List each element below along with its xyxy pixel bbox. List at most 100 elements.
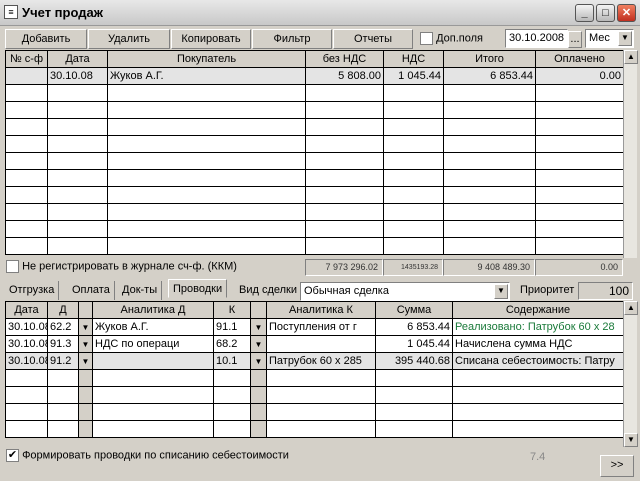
chevron-down-icon[interactable]: ▼: [494, 284, 508, 299]
more-button[interactable]: >>: [600, 455, 634, 477]
table-cell[interactable]: Жуков А.Г.: [92, 318, 214, 336]
table-row[interactable]: 30.10.08 62.2 ▼ Жуков А.Г. 91.1 ▼ Поступления …: [5, 318, 624, 336]
column-header[interactable]: без НДС: [305, 50, 384, 68]
table-cell[interactable]: [5, 369, 48, 387]
chevron-down-icon[interactable]: ▼: [250, 352, 267, 370]
checkbox-box[interactable]: ✔: [6, 449, 19, 462]
table-row[interactable]: 30.10.08 Жуков А.Г. 5 808.00 1 045.44 6 853.…: [5, 67, 624, 85]
table-row[interactable]: [5, 369, 624, 387]
chevron-down-icon[interactable]: ▼: [78, 335, 93, 353]
table-cell[interactable]: [266, 369, 376, 387]
table-cell[interactable]: 68.2: [213, 335, 251, 353]
table-cell[interactable]: [375, 369, 453, 387]
table-cell[interactable]: [47, 369, 79, 387]
tab-entries[interactable]: Проводки: [168, 279, 228, 298]
tab-documents[interactable]: Док-ты: [118, 281, 163, 300]
chevron-down-icon[interactable]: ▼: [78, 318, 93, 336]
table-cell[interactable]: [213, 420, 251, 438]
checkbox-box[interactable]: [6, 260, 19, 273]
table-cell[interactable]: [266, 335, 376, 353]
table-cell[interactable]: 30.10.08: [5, 352, 48, 370]
table-cell[interactable]: [266, 420, 376, 438]
table-cell[interactable]: [5, 420, 48, 438]
column-header[interactable]: Аналитика Д: [92, 301, 214, 319]
table-cell[interactable]: 30.10.08: [5, 318, 48, 336]
table-cell[interactable]: [375, 386, 453, 404]
chevron-down-icon[interactable]: ▼: [78, 352, 93, 370]
column-header[interactable]: Дата: [47, 50, 108, 68]
table-cell[interactable]: [47, 403, 79, 421]
table-cell[interactable]: 6 853.44: [375, 318, 453, 336]
table-row[interactable]: [5, 237, 624, 255]
close-button[interactable]: ✕: [617, 4, 636, 22]
table-cell[interactable]: [213, 403, 251, 421]
table-row[interactable]: [5, 169, 624, 187]
table-cell[interactable]: 395 440.68: [375, 352, 453, 370]
table-row[interactable]: [5, 403, 624, 421]
column-header[interactable]: Д: [47, 301, 79, 319]
table-cell[interactable]: 91.1: [213, 318, 251, 336]
column-header[interactable]: [250, 301, 267, 319]
table-cell[interactable]: Поступления от г: [266, 318, 376, 336]
date-field[interactable]: 30.10.2008: [505, 29, 568, 48]
column-header[interactable]: Оплачено: [535, 50, 624, 68]
minimize-button[interactable]: _: [575, 4, 594, 22]
copy-button[interactable]: Копировать: [171, 29, 251, 49]
table-cell[interactable]: [213, 386, 251, 404]
table-row[interactable]: [5, 386, 624, 404]
table-cell[interactable]: [375, 403, 453, 421]
table-row[interactable]: [5, 152, 624, 170]
no-register-checkbox[interactable]: Не регистрировать в журнале сч-ф. (ККМ): [6, 260, 237, 273]
table-cell[interactable]: [452, 369, 624, 387]
delete-button[interactable]: Удалить: [88, 29, 170, 49]
table-row[interactable]: 30.10.08 91.2 ▼ 10.1 ▼ Патрубок 60 х 285 395 4…: [5, 352, 624, 370]
write-off-checkbox[interactable]: ✔ Формировать проводки по списанию себес…: [6, 449, 289, 462]
column-header[interactable]: Сумма: [375, 301, 453, 319]
entries-scrollbar[interactable]: ▲ ▼: [623, 301, 638, 447]
priority-field[interactable]: 100: [578, 282, 633, 300]
scroll-up-icon[interactable]: ▲: [624, 50, 638, 64]
table-row[interactable]: 30.10.08 91.3 ▼ НДС по операци 68.2 ▼ 1 045.44…: [5, 335, 624, 353]
table-cell[interactable]: Списана себестоимость: Патру: [452, 352, 624, 370]
table-cell[interactable]: [266, 386, 376, 404]
table-cell[interactable]: Начислена сумма НДС: [452, 335, 624, 353]
scroll-up-icon[interactable]: ▲: [624, 301, 638, 315]
table-cell[interactable]: 1 045.44: [375, 335, 453, 353]
reports-button[interactable]: Отчеты: [333, 29, 413, 49]
scroll-down-icon[interactable]: ▼: [624, 433, 638, 447]
table-cell[interactable]: 91.3: [47, 335, 79, 353]
period-select[interactable]: Мес ▼: [585, 29, 634, 48]
chevron-down-icon[interactable]: ▼: [250, 335, 267, 353]
title-bar[interactable]: [0, 0, 640, 26]
table-row[interactable]: [5, 135, 624, 153]
chevron-down-icon[interactable]: ▼: [250, 318, 267, 336]
column-header[interactable]: [78, 301, 93, 319]
invoices-scrollbar[interactable]: ▲: [623, 50, 638, 258]
table-cell[interactable]: 10.1: [213, 352, 251, 370]
column-header[interactable]: Итого: [443, 50, 536, 68]
column-header[interactable]: Аналитика К: [266, 301, 376, 319]
table-cell[interactable]: [92, 369, 214, 387]
column-header[interactable]: К: [213, 301, 251, 319]
table-row[interactable]: [5, 84, 624, 102]
table-cell[interactable]: [452, 403, 624, 421]
tab-payment[interactable]: Оплата: [68, 281, 115, 300]
table-cell[interactable]: [92, 386, 214, 404]
table-cell[interactable]: [5, 386, 48, 404]
table-cell[interactable]: Патрубок 60 х 285: [266, 352, 376, 370]
table-cell[interactable]: [375, 420, 453, 438]
extra-fields-checkbox[interactable]: Доп.поля: [420, 32, 483, 45]
table-row[interactable]: [5, 101, 624, 119]
table-cell[interactable]: 91.2: [47, 352, 79, 370]
table-cell[interactable]: [92, 420, 214, 438]
table-cell[interactable]: [266, 403, 376, 421]
table-row[interactable]: [5, 203, 624, 221]
column-header[interactable]: Дата: [5, 301, 48, 319]
table-cell[interactable]: 62.2: [47, 318, 79, 336]
column-header[interactable]: Покупатель: [107, 50, 306, 68]
table-row[interactable]: [5, 186, 624, 204]
filter-button[interactable]: Фильтр: [252, 29, 332, 49]
chevron-down-icon[interactable]: ▼: [618, 31, 632, 46]
column-header[interactable]: Содержание: [452, 301, 624, 319]
table-cell[interactable]: [92, 352, 214, 370]
